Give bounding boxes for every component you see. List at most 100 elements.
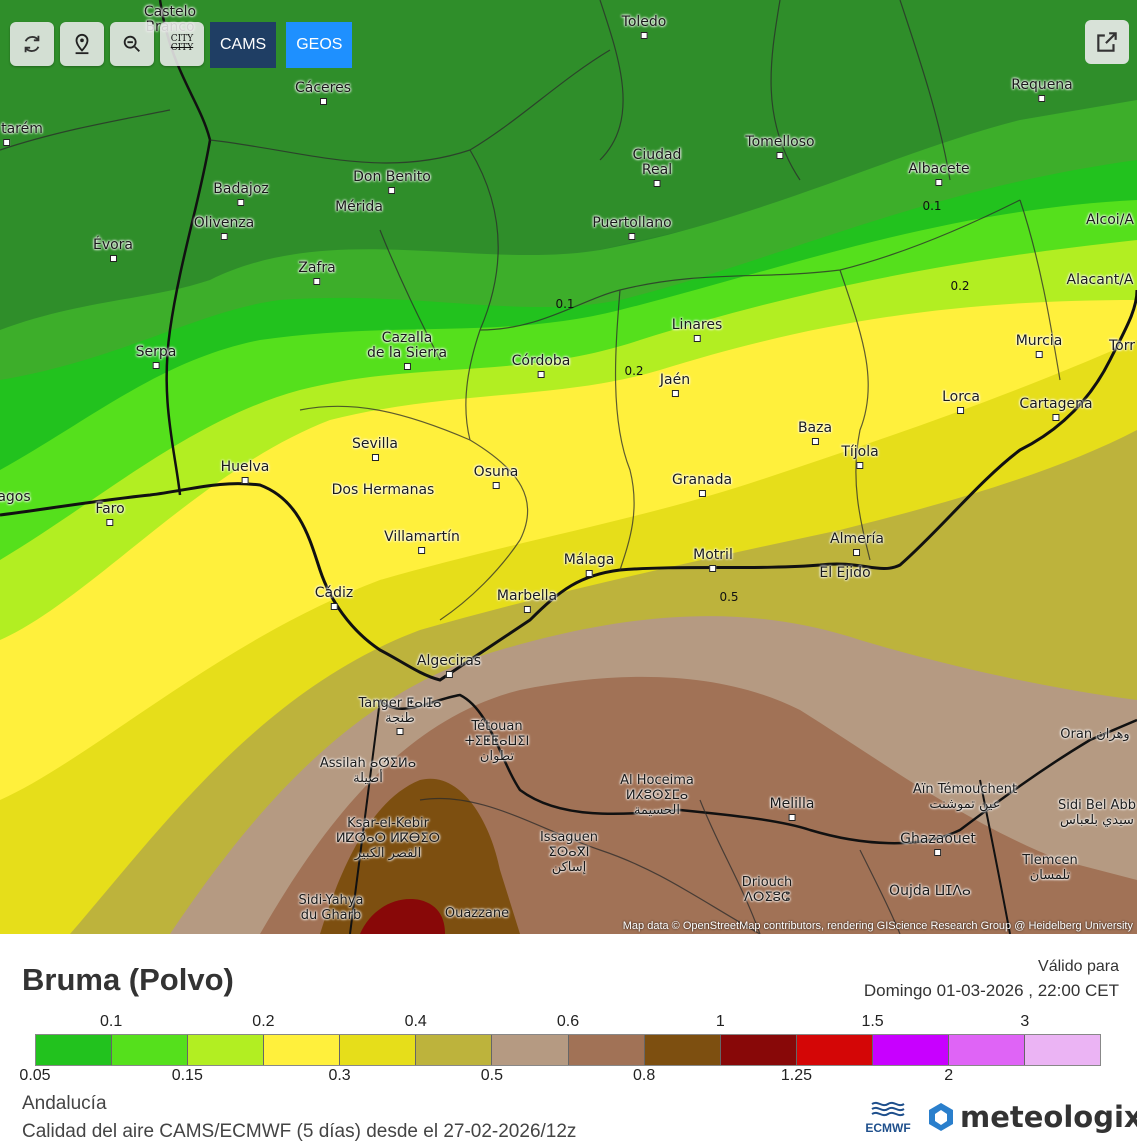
- place-cadiz: Cádiz: [315, 586, 353, 610]
- legend-swatch: [264, 1035, 341, 1065]
- ecmwf-logo: ECMWF: [858, 1100, 918, 1140]
- refresh-icon: [24, 35, 40, 53]
- refresh-button[interactable]: [10, 22, 54, 66]
- place-sidi-yahya: Sidi-Yahya du Gharb: [298, 893, 364, 923]
- source-label: Calidad del aire CAMS/ECMWF (5 días) des…: [22, 1121, 577, 1142]
- place-el-ejido: El Ejido: [819, 565, 871, 581]
- share-icon: [1097, 32, 1117, 52]
- place-don-benito: Don Benito: [353, 170, 431, 194]
- place-oran: Oran وهران: [1060, 727, 1130, 742]
- place-serpa: Serpa: [136, 345, 176, 369]
- zoom-out-button[interactable]: [110, 22, 154, 66]
- ecmwf-wave-icon: [871, 1101, 905, 1117]
- dust-haze-map[interactable]: 0.1 0.1 0.2 0.2 0.5 CasteloBranco Toledo…: [0, 0, 1137, 934]
- locate-button[interactable]: [60, 22, 104, 66]
- place-al-hoceima: Al Hoceima ⵍⵃⵓⵙⵉⵎⴰ الحسيمة: [620, 773, 694, 818]
- map-attribution: Map data © OpenStreetMap contributors, r…: [622, 920, 1133, 932]
- place-dos-hermanas: Dos Hermanas: [331, 482, 435, 498]
- city-labels-icon: CITY CITY: [170, 34, 194, 53]
- legend-tick-top: 0.4: [404, 1013, 427, 1030]
- place-sevilla: Sevilla: [352, 437, 398, 461]
- meteologix-icon: [929, 1103, 953, 1131]
- place-osuna: Osuna: [474, 465, 518, 489]
- place-ghazaouet: Ghazaouet: [900, 832, 976, 856]
- legend-swatch: [340, 1035, 417, 1065]
- meteologix-logo[interactable]: meteologix: [928, 1100, 1137, 1134]
- legend-tick-bottom: 0.15: [171, 1067, 203, 1084]
- place-sidi-bel-abbes: Sidi Bel Abb سيدي بلعباس: [1058, 798, 1136, 828]
- place-melilla: Melilla: [770, 797, 814, 821]
- cams-button[interactable]: CAMS: [210, 22, 277, 68]
- place-cazalla: Cazalla de la Sierra: [367, 331, 447, 370]
- zoom-out-icon: [123, 35, 140, 52]
- legend-swatch: [416, 1035, 493, 1065]
- place-linares: Linares: [672, 318, 722, 342]
- place-santarem: tarém: [1, 122, 43, 146]
- legend-tick-top: 1.5: [861, 1013, 884, 1030]
- place-motril: Motril: [693, 548, 733, 572]
- map-toolbar: CITY CITY CAMS GEOS: [10, 22, 353, 68]
- place-ciudad-real: Ciudad Real: [633, 148, 681, 187]
- place-ain-temouchent: Aïn Témouchent عين تموشنت: [912, 782, 1018, 812]
- contour-label: 0.2: [624, 364, 644, 378]
- place-jaen: Jaén: [660, 373, 690, 397]
- legend-swatch: [188, 1035, 265, 1065]
- legend-tick-bottom: 0.8: [633, 1067, 656, 1084]
- legend-swatch: [644, 1035, 721, 1065]
- place-granada: Granada: [672, 473, 732, 497]
- place-alacant: Alacant/A: [1066, 272, 1134, 288]
- place-tlemcen: Tlemcen تلمسان: [1022, 853, 1078, 883]
- place-faro: Faro: [95, 502, 125, 526]
- legend-swatch: [872, 1035, 949, 1065]
- place-cordoba: Córdoba: [512, 354, 570, 378]
- place-oujda: Oujda ⵡⵊⴷⴰ: [889, 883, 971, 899]
- contour-label: 0.1: [555, 297, 575, 311]
- legend-swatch: [112, 1035, 189, 1065]
- legend-tick-bottom: 0.05: [19, 1067, 51, 1084]
- place-tanger: Tanger ⵟⴰⵏⵊⴰ طنجة: [359, 696, 441, 735]
- geos-button[interactable]: GEOS: [286, 22, 353, 68]
- legend-tick-bottom: 0.3: [328, 1067, 351, 1084]
- ecmwf-label: ECMWF: [865, 1121, 911, 1135]
- place-ksar-el-kebir: Ksar-el-Kebir ⵍⵇⵚⴰⵔ ⵍⴽⴱⵉⵔ القصر الكبير: [335, 816, 441, 861]
- place-huelva: Huelva: [221, 460, 269, 484]
- share-button[interactable]: [1085, 20, 1129, 64]
- place-almeria: Almería: [830, 532, 884, 556]
- legend-tick-bottom: 2: [944, 1067, 954, 1084]
- place-merida: Mérida: [335, 199, 383, 215]
- map-pin-icon: [75, 33, 89, 55]
- place-toledo: Toledo: [622, 15, 666, 39]
- legend-tick-top: 3: [1020, 1013, 1030, 1030]
- contour-label: 0.1: [922, 199, 942, 213]
- legend-tick-bottom: 0.5: [480, 1067, 503, 1084]
- place-albacete: Albacete: [908, 162, 970, 186]
- place-tomelloso: Tomelloso: [745, 135, 815, 159]
- valid-for-label: Válido para: [1038, 958, 1119, 975]
- place-assilah: Assilah ⴰⵚⵉⵍⴰ أصيلة: [319, 756, 417, 786]
- place-badajoz: Badajoz: [213, 182, 269, 206]
- contour-label: 0.2: [950, 279, 970, 293]
- legend-tick-top: 1: [715, 1013, 725, 1030]
- place-murcia: Murcia: [1016, 334, 1062, 358]
- legend-swatch: [1025, 1035, 1101, 1065]
- place-lagos: agos: [0, 489, 31, 505]
- place-algeciras: Algeciras: [417, 654, 481, 678]
- place-torrevieja: Torr: [1108, 338, 1136, 354]
- place-alcoi: Alcoi/A: [1086, 212, 1134, 228]
- region-label: Andalucía: [22, 1093, 107, 1114]
- place-cartagena: Cartagena: [1019, 397, 1093, 421]
- color-legend: [35, 1034, 1101, 1066]
- legend-swatch: [568, 1035, 645, 1065]
- legend-swatch: [948, 1035, 1026, 1065]
- place-ouazzane: Ouazzane: [444, 906, 510, 921]
- place-tetouan: Tétouan ⵜⵉⵟⵟⴰⵡⵉⵏ تطوان: [464, 719, 530, 764]
- place-marbella: Marbella: [497, 589, 557, 613]
- legend-swatch: [492, 1035, 569, 1065]
- place-caceres: Cáceres: [295, 81, 351, 105]
- brand-name: meteologix: [960, 1100, 1137, 1134]
- legend-tick-top: 0.1: [100, 1013, 123, 1030]
- place-malaga: Málaga: [564, 553, 614, 577]
- place-zafra: Zafra: [298, 261, 336, 285]
- place-driouch: Driouch ⴷⵔⵉⵓⵛ: [741, 875, 793, 905]
- city-labels-button[interactable]: CITY CITY: [160, 22, 204, 66]
